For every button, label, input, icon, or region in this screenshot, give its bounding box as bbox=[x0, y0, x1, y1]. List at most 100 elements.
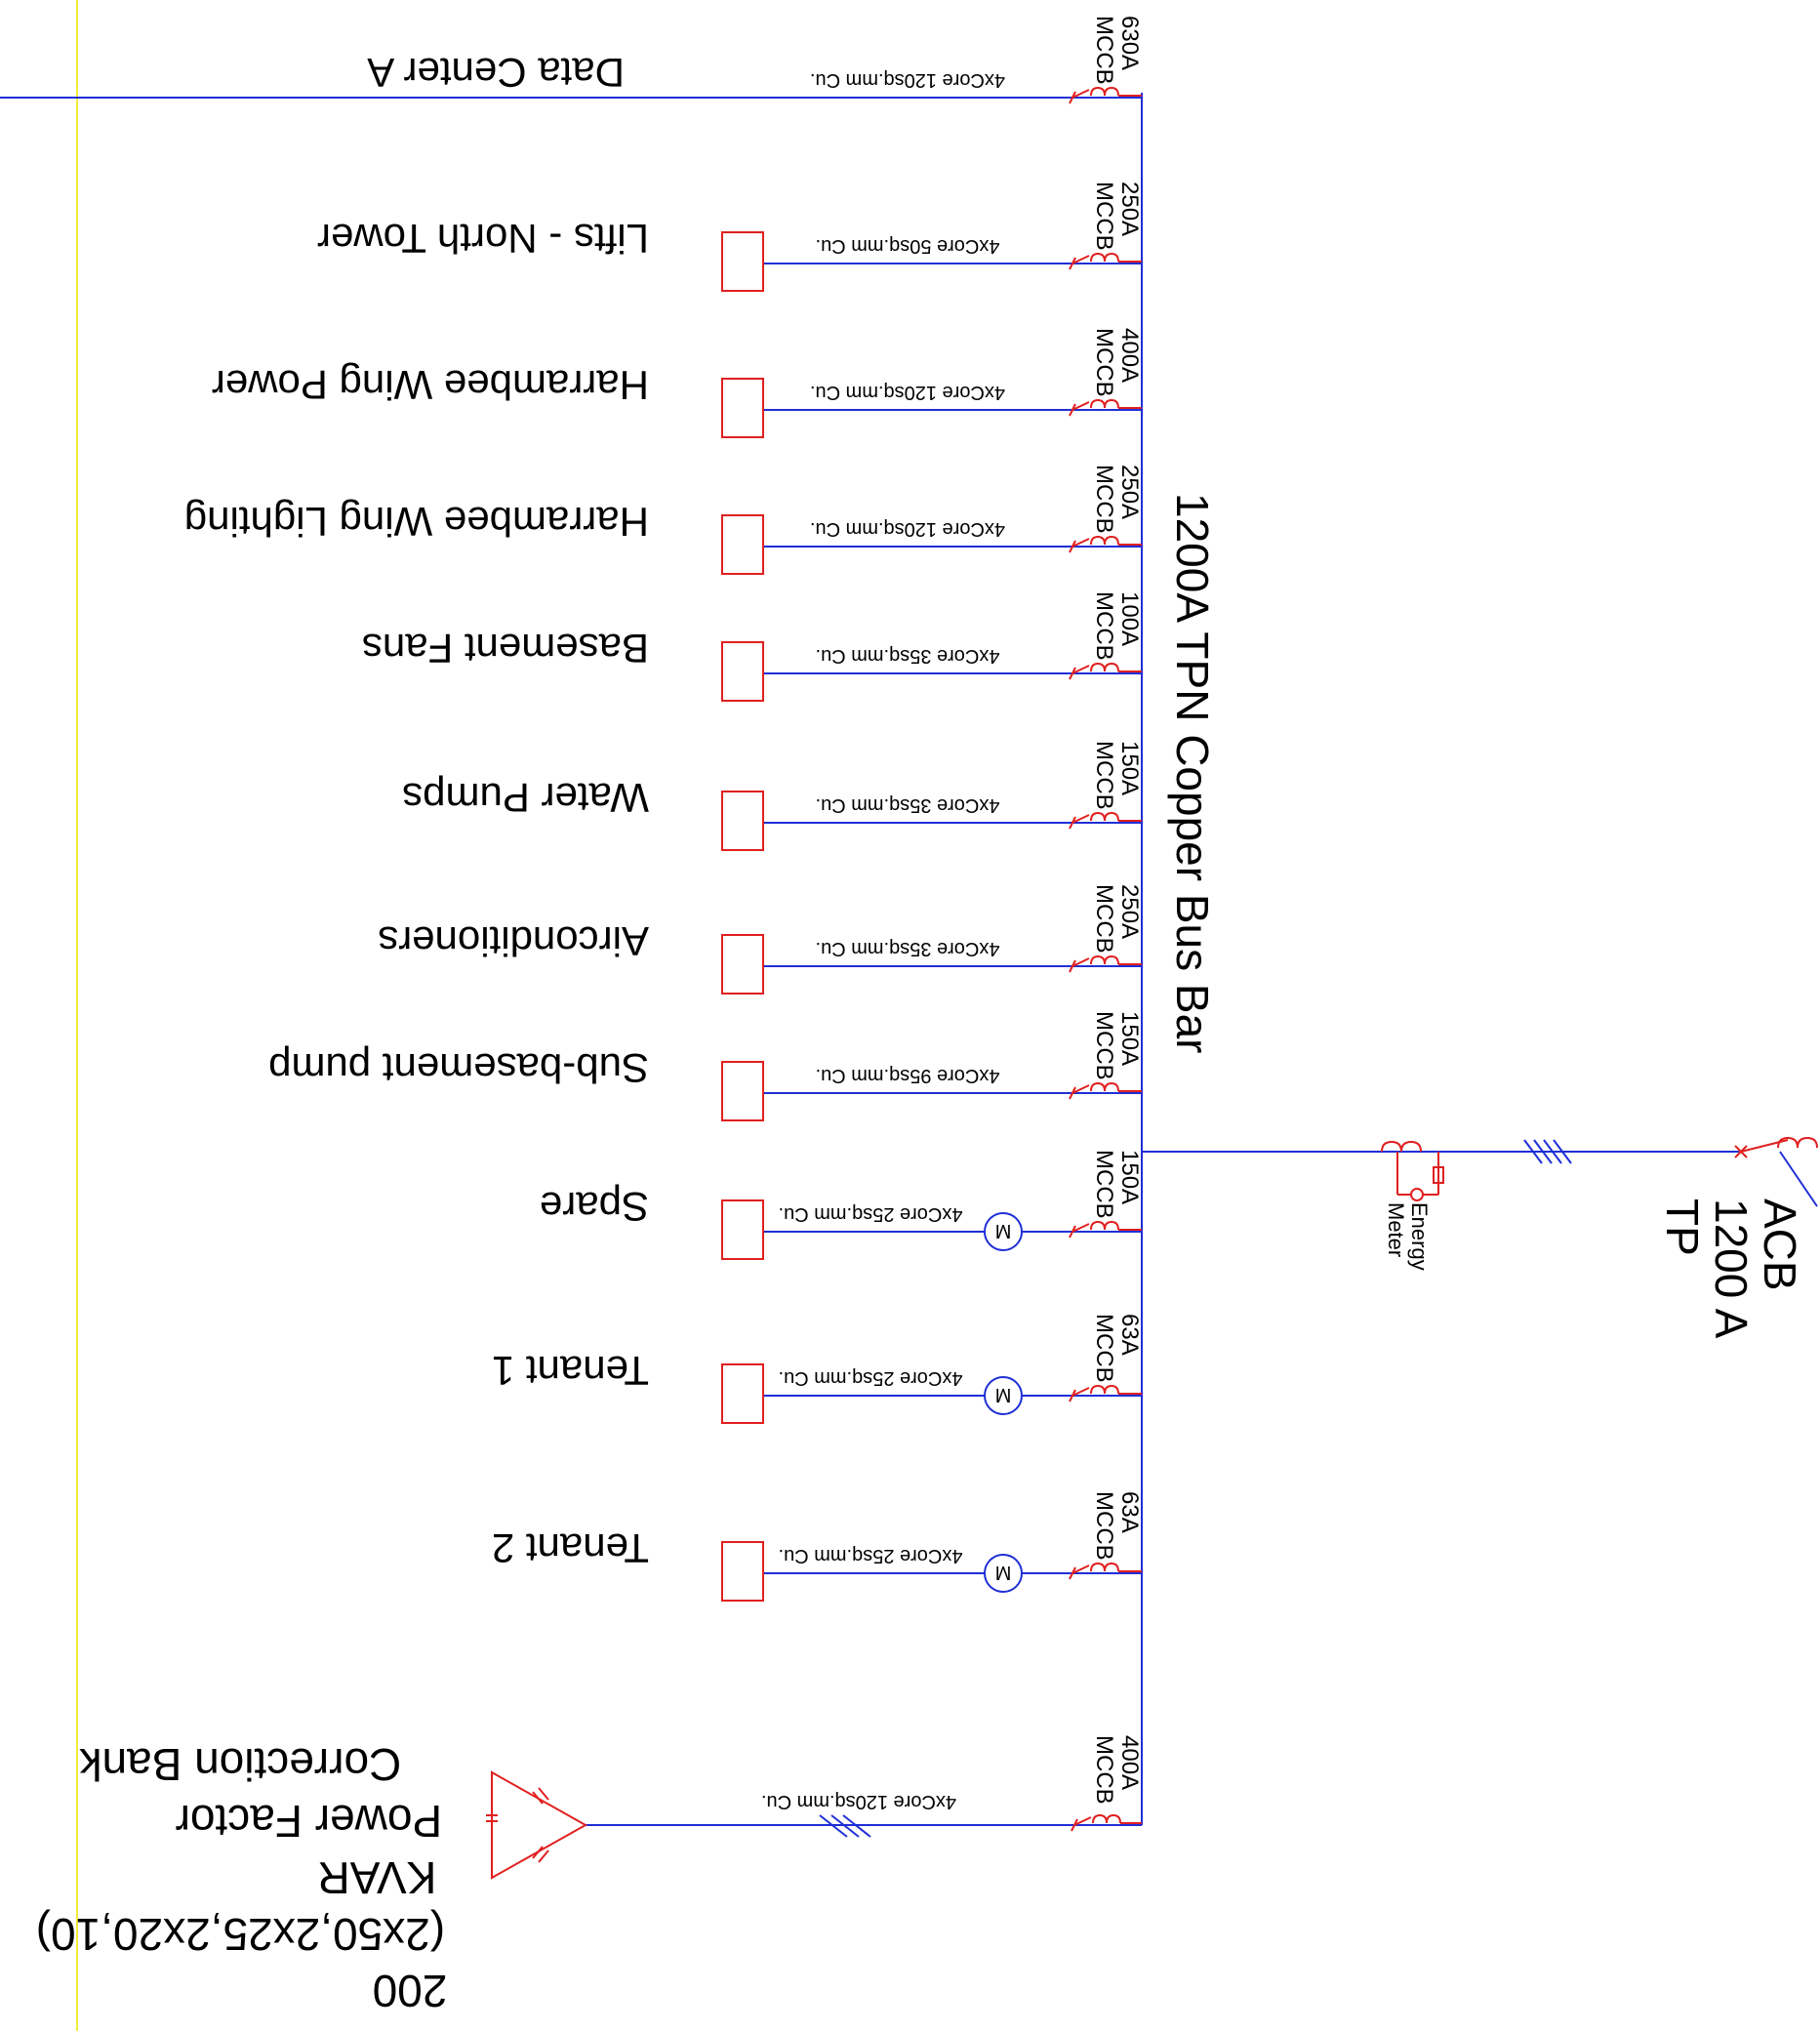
breaker-rating: 150A bbox=[1116, 1150, 1143, 1204]
cable-label: 4xCore 25sq.mm Cu. bbox=[779, 1367, 963, 1389]
cable-label: 4xCore 35sq.mm Cu. bbox=[816, 645, 1000, 667]
breaker-rating: 250A bbox=[1116, 465, 1143, 519]
load-label: Water Pumps bbox=[402, 775, 649, 821]
breaker-type: MCCB bbox=[1091, 328, 1117, 397]
breaker-label: 150AMCCB bbox=[1091, 1011, 1143, 1080]
breaker-label: 150AMCCB bbox=[1091, 741, 1143, 810]
breaker-symbol bbox=[1069, 1081, 1142, 1100]
pfc-label-line-2: Power Factor bbox=[176, 1796, 443, 1847]
breaker-rating: 63A bbox=[1116, 1314, 1143, 1356]
cable-label: 4xCore 120sq.mm Cu. bbox=[810, 518, 1005, 540]
capacitor-bank-icon bbox=[486, 1770, 588, 1880]
breaker-rating: 100A bbox=[1116, 591, 1143, 646]
breaker-symbol bbox=[1069, 252, 1142, 270]
breaker-type: MCCB bbox=[1091, 1314, 1117, 1383]
load-box bbox=[721, 231, 764, 292]
breaker-label: 100AMCCB bbox=[1091, 591, 1143, 661]
breaker-rating: 400A bbox=[1116, 328, 1143, 383]
energy-meter bbox=[1381, 1140, 1444, 1201]
load-box bbox=[721, 1199, 764, 1260]
breaker-type: MCCB bbox=[1091, 182, 1117, 251]
motor-symbol: M bbox=[995, 1384, 1012, 1405]
motor-icon: M bbox=[984, 1554, 1023, 1593]
feeder: 150AMCCB 4xCore 35sq.mm Cu. Water Pumps bbox=[402, 741, 1143, 851]
breaker-rating: 250A bbox=[1116, 884, 1143, 939]
pfc-label-line-1: Correction Bank bbox=[78, 1739, 401, 1790]
energy-meter-line-1: Energy bbox=[1407, 1202, 1432, 1271]
load-box bbox=[721, 934, 764, 995]
cable-tick bbox=[1553, 1139, 1572, 1164]
cable-label: 4xCore 95sq.mm Cu. bbox=[816, 1065, 1000, 1086]
acb-line-2: 1200 A bbox=[1706, 1198, 1757, 1339]
breaker-type: MCCB bbox=[1091, 884, 1117, 954]
cable-label: 4xCore 35sq.mm Cu. bbox=[816, 938, 1000, 959]
load-label: Tenant 1 bbox=[492, 1348, 649, 1394]
feeder: 150AMCCB 4xCore 95sq.mm Cu. Sub-basement p… bbox=[268, 1011, 1143, 1121]
feeder: 100AMCCB 4xCore 35sq.mm Cu. Basement Fans bbox=[362, 591, 1143, 702]
load-box bbox=[721, 791, 764, 851]
cable-label: 4xCore 25sq.mm Cu. bbox=[779, 1203, 963, 1225]
load-box bbox=[721, 378, 764, 438]
load-label: Sub-basement pump bbox=[268, 1045, 649, 1091]
pfc-cable-label: 4xCore 120sq.mm Cu. bbox=[761, 1791, 956, 1812]
feeder: 400AMCCB 4xCore 120sq.mm Cu. Harrambee Win… bbox=[212, 328, 1143, 438]
acb-line-1: ACB bbox=[1755, 1198, 1805, 1291]
busbar-label: 1200A TPN Copper Bus Bar bbox=[1167, 493, 1218, 1053]
breaker-label: 150AMCCB bbox=[1091, 1150, 1143, 1219]
load-label: Basement Fans bbox=[362, 626, 649, 671]
cable-label: 4xCore 35sq.mm Cu. bbox=[816, 794, 1000, 816]
acb-label: ACB 1200 A TP bbox=[1657, 1198, 1805, 1349]
breaker-type: MCCB bbox=[1091, 591, 1117, 661]
cable-label: 4xCore 25sq.mm Cu. bbox=[779, 1545, 963, 1566]
pfc-label-line-4: (2x50,2x25,2x20,10) bbox=[36, 1909, 445, 1960]
feeder: 63AMCCB 4xCore 25sq.mm Cu. M Tenant 2 bbox=[492, 1491, 1143, 1602]
feeder: 63AMCCB 4xCore 25sq.mm Cu. M Tenant 1 bbox=[492, 1314, 1143, 1424]
breaker-type: MCCB bbox=[1091, 1491, 1117, 1561]
feeder: 250AMCCB 4xCore 50sq.mm Cu. Lifts - North … bbox=[317, 182, 1143, 292]
feeder: 630AMCCB 4xCore 120sq.mm Cu. Data Center A bbox=[0, 16, 1143, 104]
pfc-feeder: 4xCore 120sq.mm Cu. 400A MCCB Correction… bbox=[36, 1735, 1143, 2016]
feeder: 150AMCCB 4xCore 25sq.mm Cu. M Spare bbox=[540, 1150, 1143, 1260]
breaker-symbol bbox=[1069, 1220, 1142, 1239]
breaker-symbol bbox=[1069, 86, 1142, 104]
motor-icon: M bbox=[984, 1376, 1023, 1415]
pfc-label-line-5: 200 bbox=[373, 1966, 448, 2016]
load-label: Tenant 2 bbox=[492, 1525, 649, 1571]
load-label: Spare bbox=[540, 1184, 649, 1230]
breaker-rating: 150A bbox=[1116, 741, 1143, 795]
load-label: Harrambee Wing Lighting bbox=[184, 499, 649, 545]
cable-label: 4xCore 50sq.mm Cu. bbox=[816, 235, 1000, 257]
breaker-symbol bbox=[1069, 535, 1142, 553]
load-label: Data Center A bbox=[367, 50, 625, 96]
breaker-rating: 250A bbox=[1116, 182, 1143, 236]
load-box bbox=[721, 1061, 764, 1121]
pfc-breaker-rating: 400A bbox=[1116, 1735, 1143, 1790]
cable-label: 4xCore 120sq.mm Cu. bbox=[810, 69, 1005, 91]
load-label: Airconditioners bbox=[378, 918, 649, 964]
pfc-label-line-3: KVAR bbox=[317, 1852, 436, 1903]
breaker-label: 400AMCCB bbox=[1091, 328, 1143, 397]
breaker-rating: 63A bbox=[1116, 1491, 1143, 1533]
breaker-symbol bbox=[1069, 955, 1142, 973]
load-label: Lifts - North Tower bbox=[317, 216, 649, 262]
cable-label: 4xCore 120sq.mm Cu. bbox=[810, 382, 1005, 403]
breaker-label: 63AMCCB bbox=[1091, 1314, 1143, 1383]
breaker-rating: 630A bbox=[1116, 16, 1143, 70]
motor-symbol: M bbox=[995, 1562, 1012, 1583]
energy-meter-line-2: Meter bbox=[1384, 1202, 1408, 1257]
cable-tick bbox=[1533, 1139, 1553, 1164]
breaker-type: MCCB bbox=[1091, 465, 1117, 534]
breaker-type: MCCB bbox=[1091, 16, 1117, 85]
breaker-symbol bbox=[1069, 1562, 1142, 1580]
breaker-label: 63AMCCB bbox=[1091, 1491, 1143, 1561]
feeder: 250AMCCB 4xCore 120sq.mm Cu. Harrambee Win… bbox=[184, 465, 1143, 575]
load-box bbox=[721, 514, 764, 575]
cable-tick bbox=[1523, 1139, 1543, 1164]
breaker-label: 250AMCCB bbox=[1091, 182, 1143, 251]
breaker-symbol bbox=[1069, 398, 1142, 417]
motor-icon: M bbox=[984, 1212, 1023, 1251]
incomer: Energy Meter ACB 1200 A TP bbox=[1142, 1136, 1818, 1349]
breaker-symbol bbox=[1069, 662, 1142, 680]
